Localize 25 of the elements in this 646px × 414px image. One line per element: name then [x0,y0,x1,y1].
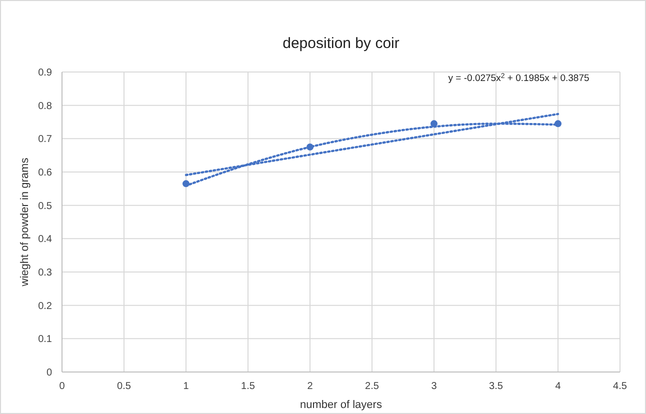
x-tick-label: 3 [431,381,438,392]
y-tick-label: 0.3 [38,268,52,278]
y-tick-label: 0.1 [38,334,52,346]
chart-title: deposition by coir [282,35,400,52]
y-tick-label: 0 [46,368,52,378]
y-tick-label: 0.7 [38,134,52,146]
y-tick-label: 0.8 [38,100,52,112]
point [554,120,562,128]
y-tick-label: 0.6 [38,168,52,178]
y-tick-label: 0.4 [38,234,52,246]
x-tick-label: 0.5 [117,381,132,392]
x-tick-label: 1.5 [241,381,256,392]
x-tick-label: 1 [183,381,190,392]
x-tick-label: 0 [59,381,66,392]
annotation: y = -0.0275x$^{2}$ + 0.1985x + 0.3875 [448,72,590,84]
y-axis-title: wieght of powder in grams [19,157,31,288]
x-tick-label: 3.5 [489,381,504,392]
x-tick-label: 2 [307,381,314,392]
y-tick-label: 0.9 [38,68,52,78]
x-tick-label: 2.5 [365,381,380,392]
y-tick-label: 0.2 [38,300,52,312]
x-axis-title: number of layers [300,399,382,411]
x-tick-label: 4 [555,381,562,392]
x-tick-label: 4.5 [613,381,628,392]
y-tick-label: 0.5 [38,200,52,212]
